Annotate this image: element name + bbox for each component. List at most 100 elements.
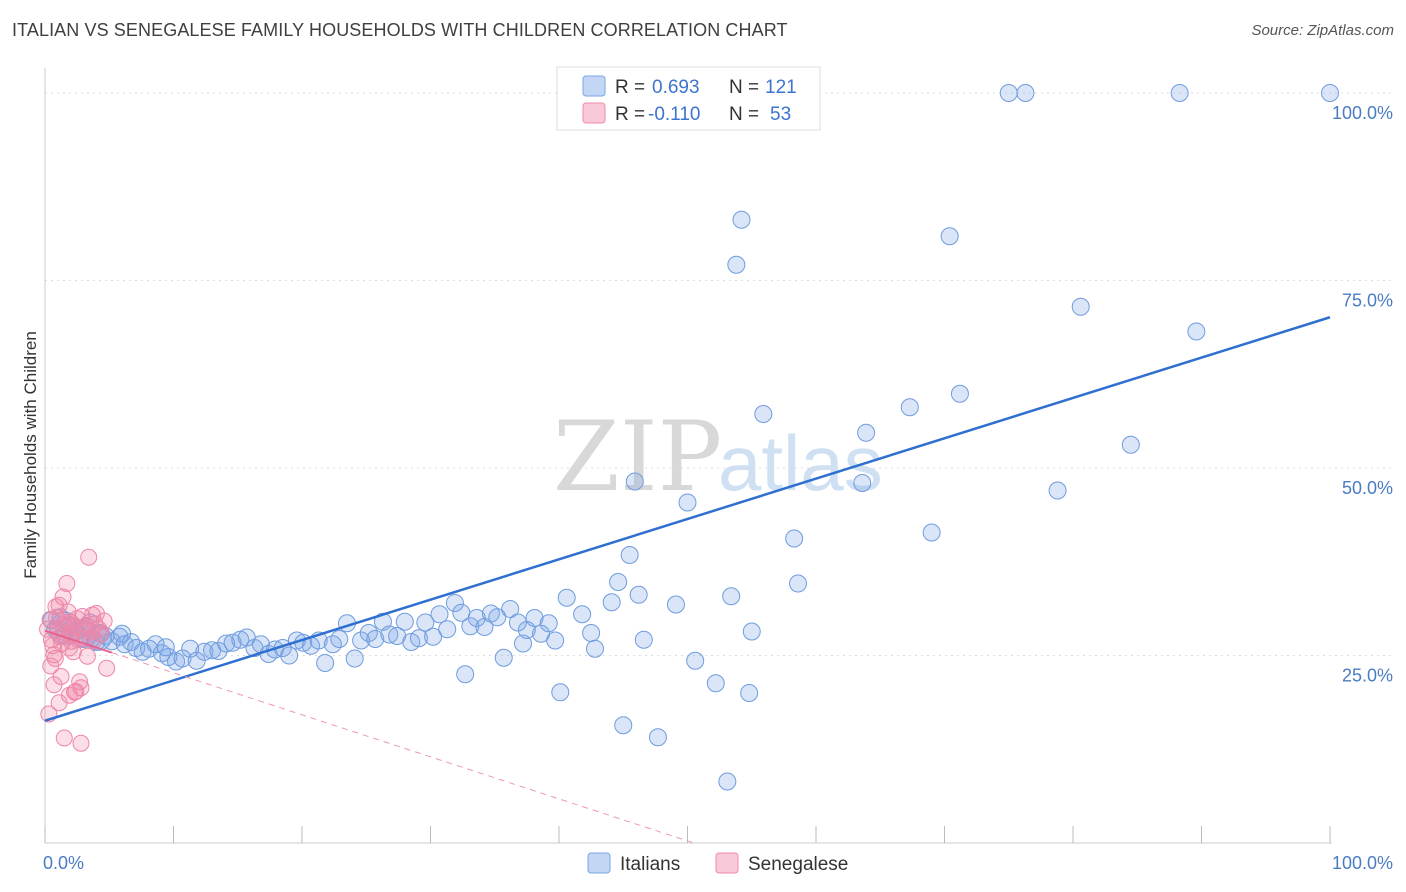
italians-point [785, 529, 804, 548]
italians-point [409, 629, 428, 648]
chart-source: Source: ZipAtlas.com [1251, 22, 1394, 39]
italians-point [467, 609, 486, 627]
senegalese-point [93, 625, 111, 643]
senegalese-point [72, 734, 90, 752]
italians-point [950, 384, 969, 403]
italians-point [625, 472, 644, 491]
senegalese-point [60, 686, 78, 704]
italians-point [629, 585, 648, 604]
italians-point [853, 474, 872, 492]
italians-point [732, 210, 751, 229]
italians-point [173, 649, 192, 668]
senegalese-point [90, 620, 108, 638]
italians-point [395, 612, 414, 631]
italians-point [634, 630, 653, 649]
italians-point [146, 635, 165, 654]
legend-swatch-italians [582, 75, 606, 97]
italians-point [330, 630, 349, 648]
italians-point [614, 716, 633, 735]
italians-point [380, 625, 399, 644]
y-tick-label: 50.0% [1342, 478, 1393, 498]
italians-point [1016, 84, 1035, 102]
italians-point [280, 646, 299, 665]
trend-lines [44, 316, 1331, 844]
stats-legend: R = 0.693 N = 121 R = -0.110 N = 53 [556, 66, 821, 131]
series-legend: Italians Senegalese [587, 852, 848, 875]
senegalese-point [80, 548, 98, 566]
italians-point [1048, 481, 1067, 500]
senegalese-trend-line-solid [44, 629, 113, 654]
italians-point [345, 649, 364, 668]
italians-point [430, 605, 449, 624]
series-legend-label-senegalese: Senegalese [748, 854, 848, 875]
y-tick-label: 75.0% [1342, 291, 1393, 311]
italians-point [494, 648, 513, 667]
italians-point [900, 398, 919, 417]
italians-point [438, 620, 457, 639]
senegalese-point [57, 614, 75, 631]
legend-n-value-senegalese: 53 [770, 104, 791, 125]
italians-point [557, 588, 576, 607]
chart-title: ITALIAN VS SENEGALESE FAMILY HOUSEHOLDS … [12, 20, 788, 40]
italians-point [609, 573, 628, 591]
y-tick-labels: 25.0% 50.0% 75.0% 100.0% [1332, 103, 1393, 686]
y-tick-label: 25.0% [1342, 666, 1393, 686]
senegalese-point [52, 668, 70, 685]
italians-point [648, 728, 667, 747]
italians-point [156, 638, 175, 657]
italians-point [754, 405, 773, 423]
italians-point [316, 654, 335, 672]
senegalese-point [58, 575, 76, 592]
italians-point [789, 574, 808, 593]
italians-point [456, 665, 475, 684]
italians-point [217, 634, 236, 653]
italians-point [113, 624, 132, 643]
italians-point [525, 609, 544, 627]
italians-point [742, 622, 761, 641]
legend-r-label-senegalese: R = [615, 104, 645, 125]
legend-swatch-senegalese [582, 102, 606, 124]
italians-point [620, 546, 639, 564]
gridlines [45, 92, 1392, 656]
senegalese-point [66, 683, 84, 701]
y-axis-label: Family Households with Children [21, 331, 40, 579]
watermark-atlas: atlas [718, 419, 883, 507]
italians-point [857, 423, 876, 442]
senegalese-trend-line-dashed [111, 652, 695, 844]
legend-r-value-senegalese: -0.110 [648, 104, 700, 125]
senegalese-point [98, 659, 116, 677]
italians-point [1187, 322, 1206, 341]
italians-point [740, 684, 759, 702]
italians-point [508, 613, 527, 632]
senegalese-point [95, 612, 113, 630]
senegalese-point [54, 588, 72, 606]
italians-point [514, 634, 533, 653]
italians-point [546, 631, 565, 650]
italians-point [366, 630, 385, 648]
italians-point [551, 683, 570, 702]
italians-point [585, 639, 604, 658]
legend-n-label-senegalese: N = [729, 104, 759, 125]
legend-n-label-italians: N = [729, 77, 759, 98]
series-legend-label-italians: Italians [620, 854, 680, 875]
senegalese-point [78, 647, 96, 665]
italians-point [602, 593, 621, 612]
italians-point [718, 772, 737, 791]
italians-point [1121, 435, 1140, 454]
x-tick-label-left: 0.0% [43, 853, 84, 873]
series-senegalese-points [39, 548, 116, 752]
italians-point [686, 651, 705, 670]
senegalese-point [42, 657, 60, 675]
series-legend-swatch-senegalese [715, 852, 739, 874]
italians-point [922, 523, 941, 542]
italians-point [195, 642, 214, 661]
italians-point [727, 255, 746, 274]
series-legend-swatch-italians [587, 852, 611, 874]
italians-point [999, 84, 1018, 102]
italians-point [678, 493, 697, 512]
italians-point [445, 594, 464, 612]
italians-point [187, 651, 206, 670]
italians-point [352, 631, 371, 650]
italians-point [424, 627, 443, 646]
